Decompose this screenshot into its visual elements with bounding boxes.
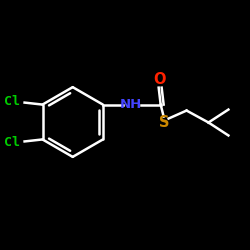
Text: Cl: Cl	[4, 95, 20, 108]
Text: Cl: Cl	[4, 136, 20, 149]
Text: O: O	[154, 72, 166, 87]
Text: S: S	[160, 115, 170, 130]
Text: NH: NH	[120, 98, 142, 111]
